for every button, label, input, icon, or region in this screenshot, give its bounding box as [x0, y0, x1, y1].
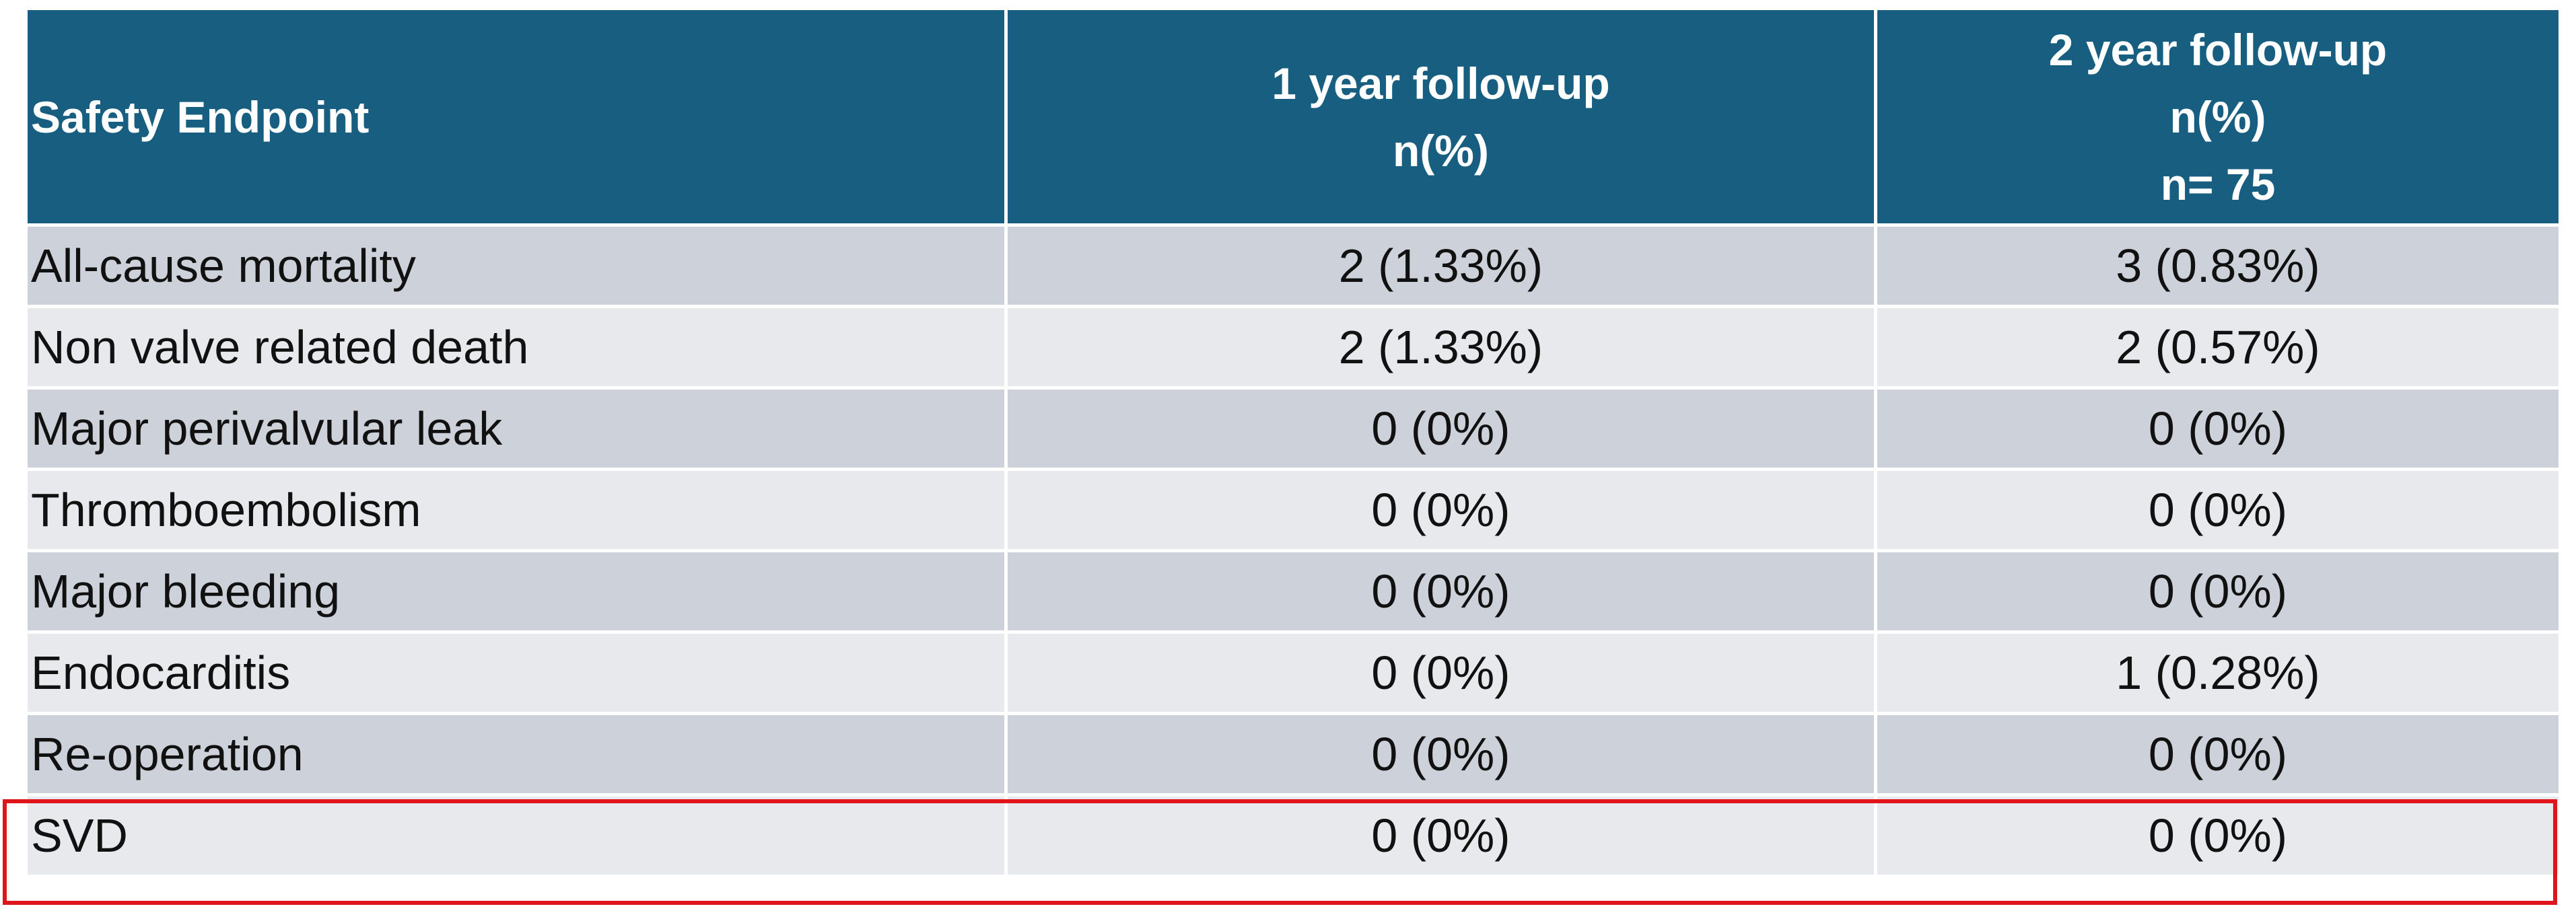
- table-row: All-cause mortality 2 (1.33%) 3 (0.83%): [24, 223, 2562, 308]
- endpoint-cell: Re-operation: [24, 712, 1008, 797]
- year2-cell: 0 (0%): [1874, 712, 2562, 797]
- header-line: Safety Endpoint: [31, 91, 370, 142]
- endpoint-cell: All-cause mortality: [24, 223, 1008, 308]
- year2-cell: 3 (0.83%): [1874, 223, 2562, 308]
- endpoint-cell: Major bleeding: [24, 549, 1008, 634]
- year1-cell: 0 (0%): [1004, 630, 1877, 715]
- safety-endpoint-table: Safety Endpoint 1 year follow-up n(%) 2 …: [24, 7, 2562, 878]
- year1-cell: 0 (0%): [1004, 793, 1877, 878]
- year1-cell: 0 (0%): [1004, 386, 1877, 471]
- table-row: Non valve related death 2 (1.33%) 2 (0.5…: [24, 305, 2562, 390]
- endpoint-cell: SVD: [24, 793, 1008, 878]
- table-row: Major perivalvular leak 0 (0%) 0 (0%): [24, 386, 2562, 471]
- table-header: Safety Endpoint 1 year follow-up n(%) 2 …: [24, 7, 2562, 227]
- safety-endpoint-table-container: Safety Endpoint 1 year follow-up n(%) 2 …: [24, 7, 2562, 878]
- year1-cell: 0 (0%): [1004, 468, 1877, 552]
- header-line: 1 year follow-up: [1272, 58, 1610, 108]
- header-line: n(%): [1393, 125, 1489, 176]
- endpoint-cell: Non valve related death: [24, 305, 1008, 390]
- year2-cell: 0 (0%): [1874, 793, 2562, 878]
- header-line: n(%): [2169, 91, 2266, 142]
- table-row: Major bleeding 0 (0%) 0 (0%): [24, 549, 2562, 634]
- year1-cell: 2 (1.33%): [1004, 223, 1877, 308]
- year1-cell: 0 (0%): [1004, 712, 1877, 797]
- header-line: n= 75: [2160, 159, 2276, 209]
- header-2-year-follow-up: 2 year follow-up n(%) n= 75: [1874, 7, 2562, 227]
- header-safety-endpoint: Safety Endpoint: [24, 7, 1008, 227]
- endpoint-cell: Thromboembolism: [24, 468, 1008, 552]
- endpoint-cell: Major perivalvular leak: [24, 386, 1008, 471]
- table-row: Thromboembolism 0 (0%) 0 (0%): [24, 468, 2562, 552]
- header-row: Safety Endpoint 1 year follow-up n(%) 2 …: [24, 7, 2562, 227]
- year2-cell: 0 (0%): [1874, 468, 2562, 552]
- table-row: Re-operation 0 (0%) 0 (0%): [24, 712, 2562, 797]
- table-row: Endocarditis 0 (0%) 1 (0.28%): [24, 630, 2562, 715]
- year2-cell: 0 (0%): [1874, 549, 2562, 634]
- year1-cell: 2 (1.33%): [1004, 305, 1877, 390]
- header-line: 2 year follow-up: [2048, 24, 2388, 75]
- year1-cell: 0 (0%): [1004, 549, 1877, 634]
- endpoint-cell: Endocarditis: [24, 630, 1008, 715]
- header-1-year-follow-up: 1 year follow-up n(%): [1004, 7, 1877, 227]
- table-body: All-cause mortality 2 (1.33%) 3 (0.83%) …: [24, 223, 2562, 878]
- year2-cell: 2 (0.57%): [1874, 305, 2562, 390]
- table-row-highlighted: SVD 0 (0%) 0 (0%): [24, 793, 2562, 878]
- year2-cell: 1 (0.28%): [1874, 630, 2562, 715]
- year2-cell: 0 (0%): [1874, 386, 2562, 471]
